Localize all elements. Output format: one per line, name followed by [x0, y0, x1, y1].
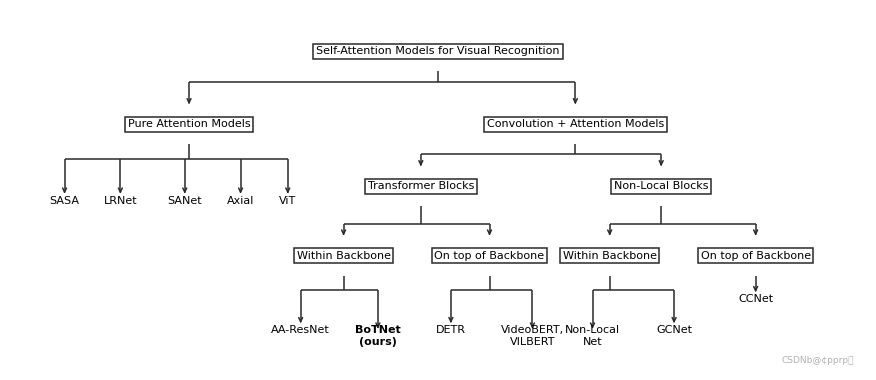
Text: ViT: ViT: [279, 196, 296, 206]
Text: BoTNet
(ours): BoTNet (ours): [355, 325, 401, 347]
Text: Pure Attention Models: Pure Attention Models: [128, 119, 251, 129]
Text: AA-ResNet: AA-ResNet: [272, 325, 330, 336]
Text: SANet: SANet: [167, 196, 202, 206]
Text: Axial: Axial: [227, 196, 254, 206]
Text: Non-Local
Net: Non-Local Net: [565, 325, 620, 347]
Text: GCNet: GCNet: [656, 325, 692, 336]
Text: Within Backbone: Within Backbone: [297, 251, 391, 261]
Text: On top of Backbone: On top of Backbone: [434, 251, 545, 261]
Text: Self-Attention Models for Visual Recognition: Self-Attention Models for Visual Recogni…: [316, 46, 560, 56]
Text: Transformer Blocks: Transformer Blocks: [368, 181, 474, 192]
Text: LRNet: LRNet: [103, 196, 138, 206]
Text: On top of Backbone: On top of Backbone: [701, 251, 810, 261]
Text: CSDNb@¢pprp客: CSDNb@¢pprp客: [782, 356, 854, 365]
Text: CCNet: CCNet: [738, 294, 774, 304]
Text: SASA: SASA: [50, 196, 80, 206]
Text: DETR: DETR: [436, 325, 466, 336]
Text: VideoBERT,
VILBERT: VideoBERT, VILBERT: [501, 325, 564, 347]
Text: Non-Local Blocks: Non-Local Blocks: [614, 181, 709, 192]
Text: Within Backbone: Within Backbone: [562, 251, 657, 261]
Text: Convolution + Attention Models: Convolution + Attention Models: [487, 119, 664, 129]
